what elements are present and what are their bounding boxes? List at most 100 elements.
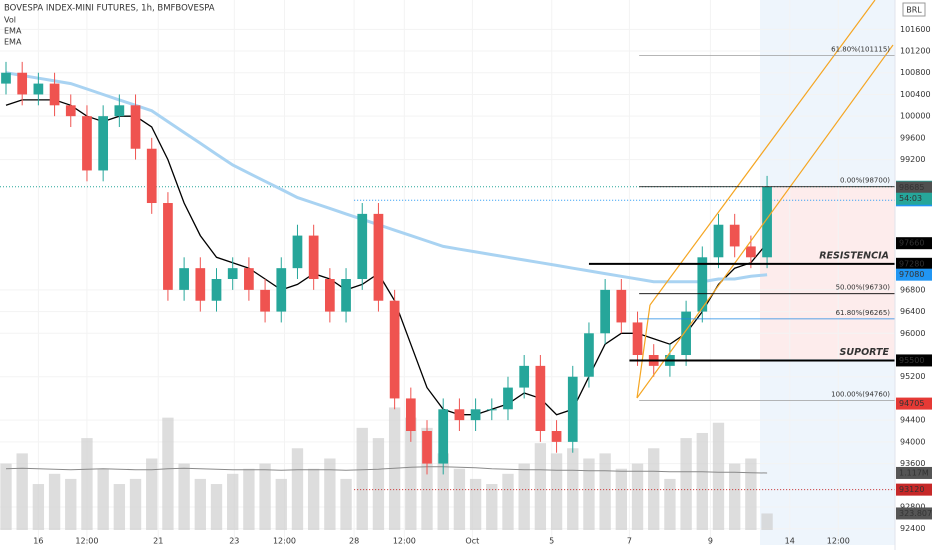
fib-label: 50.00%(96730) <box>836 284 891 292</box>
volume-bar <box>615 468 628 530</box>
currency[interactable]: BRL <box>906 6 922 15</box>
candle-body <box>211 279 222 301</box>
volume-bar <box>291 448 304 530</box>
currency-box[interactable] <box>902 2 926 17</box>
price-tag-label: 97080 <box>899 270 924 279</box>
volume-tag <box>896 507 932 520</box>
candle-body <box>260 289 270 312</box>
candle-body <box>195 268 206 301</box>
volume-bar <box>437 453 449 530</box>
candle-body <box>503 387 513 410</box>
volume-bar <box>599 453 611 530</box>
fib-label: 61.80%(101115) <box>831 46 890 54</box>
candle-body <box>276 268 287 312</box>
ema-line <box>5 99 768 416</box>
price-tag <box>896 237 932 250</box>
volume-bar <box>97 468 109 530</box>
volume-bar <box>227 473 239 530</box>
volume-bar <box>178 463 190 530</box>
candle-body <box>470 409 481 421</box>
x-tick-label: Oct <box>465 537 479 546</box>
x-tick-label: 16 <box>33 537 43 546</box>
candle-body <box>341 279 351 312</box>
price-tag <box>896 181 932 194</box>
y-tick-label: 96400 <box>900 307 925 316</box>
indicator: EMA <box>4 27 22 36</box>
candle-body <box>114 105 125 117</box>
price-tag <box>896 268 932 281</box>
x-tick-label: 23 <box>229 537 239 546</box>
candle-body <box>551 431 562 442</box>
volume-bar <box>356 427 368 530</box>
candle-body <box>292 235 303 269</box>
y-tick-label: 96000 <box>900 329 925 338</box>
volume-bar <box>664 478 676 530</box>
candle-body <box>49 83 60 106</box>
volume-bar <box>502 473 514 530</box>
volume-bar <box>307 468 320 530</box>
volume-ma <box>5 466 768 474</box>
candle-body <box>17 72 28 95</box>
volume-bar <box>648 448 660 530</box>
price-tag <box>896 397 932 410</box>
candle-body <box>33 83 44 95</box>
candle-body <box>486 409 497 411</box>
ema-line <box>5 71 768 284</box>
candle-body <box>567 376 578 442</box>
volume-bar <box>421 427 433 530</box>
fib-label: 0.00%(98700) <box>840 177 890 185</box>
candle-body <box>600 289 610 334</box>
candle-body <box>584 333 594 377</box>
candle-body <box>535 365 546 432</box>
volume-tag-label: 323.807K <box>899 509 932 518</box>
volume-bar <box>372 438 385 530</box>
y-tick-label: 94400 <box>900 416 925 425</box>
price-tag-label: 94705 <box>899 399 924 408</box>
indicator: EMA <box>4 38 22 47</box>
volume-bar <box>0 463 12 530</box>
level-label: SUPORTE <box>840 347 890 358</box>
volume-bar <box>680 438 692 530</box>
candle-body <box>422 431 432 464</box>
front-layer: 92400 92800 93600 94000 94400 95200 96000 96400… <box>33 25 932 546</box>
volume-bar <box>534 443 547 530</box>
y-tick-label: 99600 <box>900 133 925 142</box>
price-tag-label: 97280 <box>899 259 924 268</box>
candle-body <box>98 116 109 171</box>
candle-body <box>324 279 335 312</box>
price-tag <box>896 354 932 367</box>
candle-body <box>179 268 189 290</box>
candle-body <box>227 268 238 280</box>
volume-bar <box>324 458 336 530</box>
x-tick-label: 7 <box>627 537 632 546</box>
back-layer <box>0 0 895 545</box>
volume-bar <box>486 484 498 530</box>
channel-edge <box>636 304 651 399</box>
x-tick-label: 9 <box>708 537 713 546</box>
volume-bar <box>388 407 401 530</box>
candle-body <box>454 409 465 421</box>
x-tick-label: 5 <box>549 537 554 546</box>
volume-bar <box>81 438 93 530</box>
x-tick-label: 12:00 <box>273 537 296 546</box>
y-tick-label: 96800 <box>900 285 925 294</box>
volume-bar <box>583 458 595 530</box>
chart-title: BOVESPA INDEX-MINI FUTURES, 1h, BMFBOVES… <box>4 4 215 14</box>
channel-lower <box>636 44 894 399</box>
x-tick-label: 28 <box>349 537 359 546</box>
candle-body <box>519 365 530 388</box>
candle-body <box>632 322 643 356</box>
y-tick-label: 100400 <box>900 90 931 99</box>
volume-bar <box>631 463 644 530</box>
volume-bar <box>194 478 206 530</box>
y-tick-label: 94000 <box>900 437 925 446</box>
x-tick-label: 12:00 <box>75 537 98 546</box>
y-tick-label: 101600 <box>900 25 931 34</box>
volume-bar <box>16 453 28 530</box>
x-tick-label: 12:00 <box>393 537 416 546</box>
volume-bar <box>729 463 741 530</box>
volume-bar <box>405 417 417 530</box>
price-tag-label: 93120 <box>899 485 924 494</box>
volume-bar <box>48 473 61 530</box>
